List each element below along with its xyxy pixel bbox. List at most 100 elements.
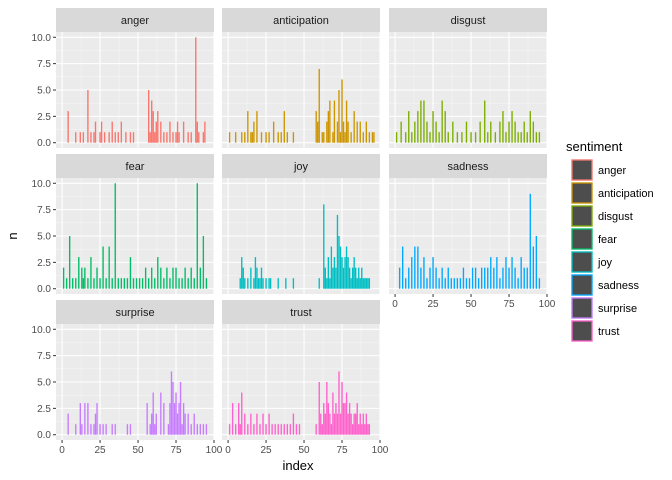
bar-sadness bbox=[502, 267, 504, 289]
bar-sadness bbox=[405, 278, 407, 289]
y-tick-label: 2.5 bbox=[37, 404, 51, 415]
y-tick-label: 7.5 bbox=[37, 59, 51, 70]
bar-surprise bbox=[152, 392, 154, 435]
bar-trust bbox=[283, 424, 285, 435]
bar-sadness bbox=[426, 278, 428, 289]
strip-fear bbox=[56, 154, 214, 178]
bar-joy bbox=[361, 267, 363, 289]
bar-anticipation bbox=[362, 132, 364, 143]
bar-sadness bbox=[514, 267, 516, 289]
bar-surprise bbox=[167, 424, 170, 435]
bar-anticipation bbox=[234, 132, 237, 143]
bar-anticipation bbox=[241, 132, 243, 143]
bar-trust bbox=[323, 403, 325, 435]
legend-label-trust: trust bbox=[598, 326, 619, 338]
bar-trust bbox=[351, 424, 354, 435]
bar-fear bbox=[111, 278, 113, 289]
legend-label-sadness: sadness bbox=[598, 280, 639, 292]
bar-joy bbox=[323, 204, 325, 289]
bar-sadness bbox=[401, 246, 404, 289]
bar-trust bbox=[253, 424, 255, 435]
bar-trust bbox=[239, 424, 241, 435]
bar-surprise bbox=[84, 403, 86, 435]
strip-label-joy: joy bbox=[293, 161, 309, 173]
bar-anticipation bbox=[292, 132, 295, 143]
bar-disgust bbox=[423, 100, 425, 143]
legend-label-joy: joy bbox=[597, 257, 613, 269]
bar-fear bbox=[181, 278, 183, 289]
bar-anticipation bbox=[256, 111, 258, 143]
bar-disgust bbox=[400, 121, 402, 143]
bar-fear bbox=[187, 278, 189, 289]
bar-sadness bbox=[456, 278, 459, 289]
bar-anger bbox=[114, 132, 116, 143]
bar-fear bbox=[90, 257, 92, 289]
bar-disgust bbox=[411, 132, 413, 143]
bar-fear bbox=[190, 267, 192, 289]
bar-anticipation bbox=[371, 132, 374, 143]
bar-anger bbox=[120, 121, 123, 143]
bar-fear bbox=[78, 257, 80, 289]
bar-surprise bbox=[111, 424, 113, 435]
bar-disgust bbox=[487, 132, 489, 143]
bar-fear bbox=[96, 267, 98, 289]
bar-trust bbox=[367, 424, 369, 435]
bar-trust bbox=[244, 413, 246, 435]
bar-disgust bbox=[456, 132, 459, 143]
y-tick-label: 0.0 bbox=[37, 138, 51, 149]
bar-anger bbox=[147, 90, 150, 143]
bar-anger bbox=[111, 121, 113, 143]
bar-trust bbox=[324, 413, 326, 435]
bar-trust bbox=[342, 403, 345, 435]
bar-anger bbox=[108, 132, 110, 143]
bar-trust bbox=[339, 413, 342, 435]
bar-anger bbox=[178, 132, 180, 143]
bar-fear bbox=[108, 246, 110, 289]
x-tick-label: 25 bbox=[94, 445, 106, 456]
bar-joy bbox=[257, 278, 260, 289]
bar-anticipation bbox=[321, 132, 323, 143]
bar-fear bbox=[105, 278, 107, 289]
y-axis-title: n bbox=[5, 232, 20, 239]
bar-joy bbox=[277, 278, 279, 289]
bar-surprise bbox=[87, 403, 89, 435]
bar-fear bbox=[160, 267, 162, 289]
bar-anticipation bbox=[280, 132, 282, 143]
bar-disgust bbox=[426, 121, 428, 143]
bar-disgust bbox=[538, 132, 541, 143]
bar-surprise bbox=[96, 403, 98, 435]
bar-sadness bbox=[526, 267, 528, 289]
x-tick-label: 100 bbox=[206, 445, 223, 456]
bar-trust bbox=[231, 403, 234, 435]
bar-joy bbox=[327, 257, 330, 289]
bar-disgust bbox=[435, 121, 437, 143]
bar-trust bbox=[368, 424, 371, 435]
bar-trust bbox=[295, 424, 298, 435]
legend-key-trust bbox=[571, 320, 593, 342]
bar-surprise bbox=[184, 413, 186, 435]
bar-anger bbox=[87, 90, 89, 143]
bar-anticipation bbox=[338, 90, 340, 143]
bar-trust bbox=[326, 382, 328, 435]
bar-joy bbox=[338, 236, 340, 289]
bar-anger bbox=[190, 132, 192, 143]
legend-label-fear: fear bbox=[598, 234, 617, 246]
bar-trust bbox=[350, 413, 352, 435]
bar-disgust bbox=[470, 132, 472, 143]
bar-trust bbox=[330, 424, 333, 435]
x-tick-label: 100 bbox=[539, 299, 556, 310]
x-tick-label: 0 bbox=[225, 445, 231, 456]
bar-sadness bbox=[474, 267, 477, 289]
bar-fear bbox=[196, 183, 198, 289]
legend-label-anticipation: anticipation bbox=[598, 188, 654, 200]
bar-joy bbox=[348, 267, 351, 289]
legend: sentiment anger anticipation disgust fear jo… bbox=[566, 139, 654, 342]
bar-trust bbox=[250, 413, 252, 435]
bar-anticipation bbox=[347, 121, 349, 143]
bar-surprise bbox=[179, 382, 182, 435]
bar-anticipation bbox=[373, 132, 375, 143]
bar-surprise bbox=[193, 413, 195, 435]
bar-joy bbox=[335, 267, 337, 289]
bar-trust bbox=[359, 413, 361, 435]
bar-trust bbox=[347, 413, 349, 435]
